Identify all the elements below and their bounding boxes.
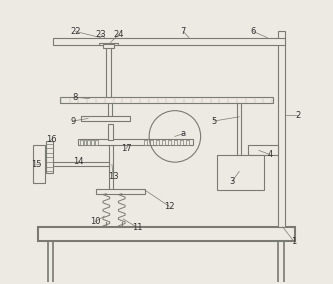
- Text: 23: 23: [96, 30, 106, 39]
- Bar: [217, 155, 264, 190]
- Bar: [38, 227, 295, 241]
- Text: 2: 2: [295, 111, 301, 120]
- Text: 7: 7: [180, 27, 186, 36]
- Text: 4: 4: [267, 150, 273, 159]
- Bar: [168, 140, 171, 145]
- Text: a: a: [181, 129, 186, 138]
- Text: 13: 13: [108, 172, 119, 181]
- Bar: [46, 141, 53, 173]
- Bar: [156, 140, 159, 145]
- Bar: [278, 31, 285, 227]
- Bar: [103, 44, 115, 48]
- Bar: [33, 145, 45, 183]
- Text: 6: 6: [250, 27, 256, 36]
- Bar: [95, 140, 98, 145]
- Bar: [150, 140, 153, 145]
- Text: 14: 14: [73, 157, 84, 166]
- Text: 8: 8: [73, 93, 78, 102]
- Bar: [248, 145, 278, 155]
- Text: 16: 16: [47, 135, 57, 144]
- Bar: [91, 140, 94, 145]
- Bar: [106, 45, 111, 97]
- Bar: [88, 140, 90, 145]
- Bar: [96, 189, 145, 194]
- Bar: [162, 140, 165, 145]
- Text: 11: 11: [132, 223, 143, 232]
- Bar: [60, 97, 273, 103]
- Text: 24: 24: [114, 30, 124, 39]
- Text: 22: 22: [70, 27, 81, 36]
- Text: 3: 3: [229, 177, 235, 186]
- Bar: [186, 140, 189, 145]
- Text: 10: 10: [90, 217, 100, 226]
- Bar: [174, 140, 177, 145]
- Bar: [84, 140, 86, 145]
- Text: 5: 5: [211, 116, 217, 126]
- Bar: [80, 140, 83, 145]
- Bar: [99, 43, 118, 45]
- Bar: [78, 139, 193, 145]
- Text: 15: 15: [31, 160, 42, 169]
- Bar: [108, 124, 113, 140]
- Bar: [53, 37, 285, 45]
- Bar: [81, 116, 130, 121]
- Text: 9: 9: [70, 116, 75, 126]
- Bar: [180, 140, 183, 145]
- Text: 17: 17: [121, 145, 131, 153]
- Text: 1: 1: [291, 237, 296, 246]
- Bar: [144, 140, 147, 145]
- Text: 12: 12: [164, 202, 174, 211]
